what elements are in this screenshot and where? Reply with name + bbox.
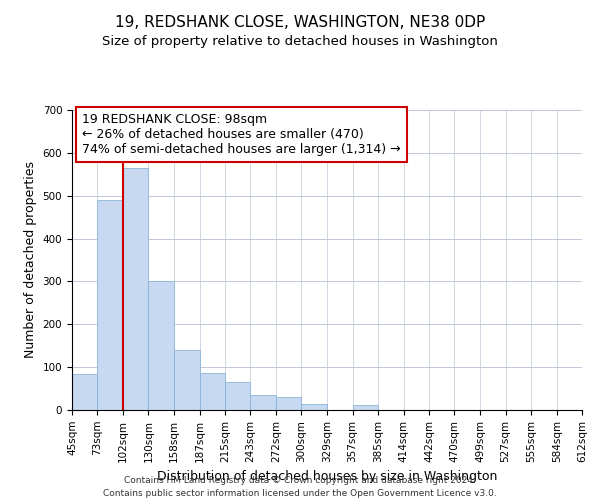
Bar: [148, 280, 173, 410]
Bar: [123, 168, 148, 410]
Bar: [97, 200, 123, 410]
Bar: [353, 405, 378, 410]
Bar: [173, 350, 200, 410]
Bar: [250, 394, 276, 410]
X-axis label: Distribution of detached houses by size in Washington: Distribution of detached houses by size …: [157, 470, 497, 483]
Bar: [276, 397, 301, 410]
Bar: [200, 373, 225, 410]
Text: Contains HM Land Registry data © Crown copyright and database right 2024.
Contai: Contains HM Land Registry data © Crown c…: [103, 476, 497, 498]
Bar: [225, 382, 250, 410]
Text: 19 REDSHANK CLOSE: 98sqm
← 26% of detached houses are smaller (470)
74% of semi-: 19 REDSHANK CLOSE: 98sqm ← 26% of detach…: [82, 113, 401, 156]
Y-axis label: Number of detached properties: Number of detached properties: [24, 162, 37, 358]
Bar: [301, 404, 328, 410]
Text: Size of property relative to detached houses in Washington: Size of property relative to detached ho…: [102, 35, 498, 48]
Bar: [72, 374, 97, 410]
Text: 19, REDSHANK CLOSE, WASHINGTON, NE38 0DP: 19, REDSHANK CLOSE, WASHINGTON, NE38 0DP: [115, 15, 485, 30]
